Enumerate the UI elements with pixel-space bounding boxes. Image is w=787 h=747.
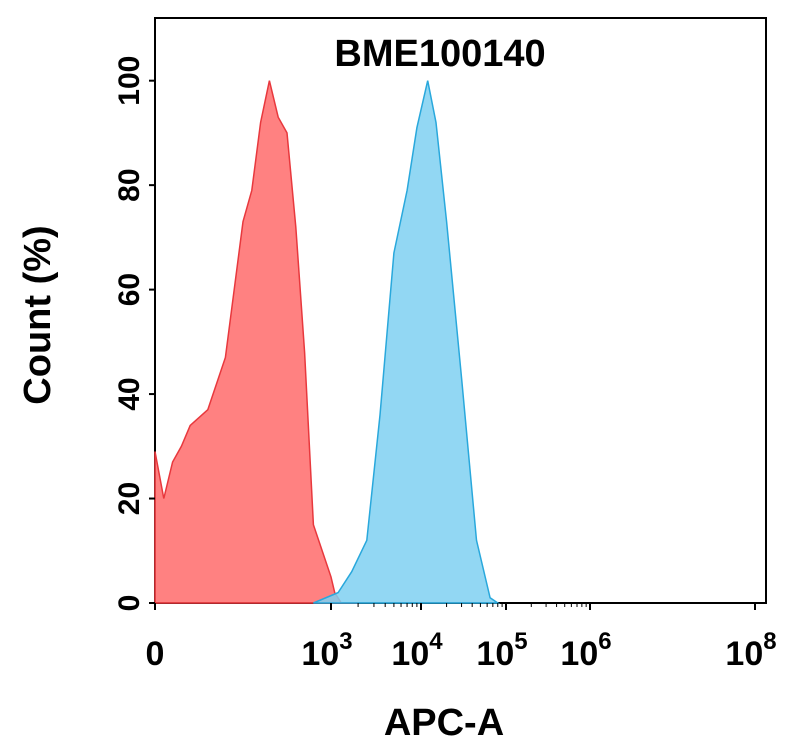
y-tick-label: 100: [113, 56, 146, 106]
y-tick-label: 0: [113, 595, 146, 612]
x-axis-ticks: 0 103 104 105 106 108: [146, 603, 777, 673]
histogram-area-1: [154, 80, 359, 604]
y-tick-label: 80: [113, 168, 146, 201]
plot-area: [154, 17, 767, 604]
x-tick-label: 108: [725, 628, 776, 673]
x-tick-label: 105: [476, 628, 527, 673]
y-tick-label: 60: [113, 273, 146, 306]
x-tick-label: 103: [301, 628, 352, 673]
y-tick-label: 20: [113, 482, 146, 515]
chart-title: BME100140: [334, 33, 545, 75]
x-axis-title: APC-A: [384, 702, 504, 744]
y-axis-ticks: 0 20 40 60 80 100: [113, 56, 155, 612]
x-tick-label: 104: [391, 628, 443, 673]
histogram-area-2: [313, 80, 501, 604]
x-tick-label: 0: [146, 635, 165, 673]
y-axis-title: Count (%): [17, 225, 59, 404]
y-tick-label: 40: [113, 377, 146, 410]
x-tick-label: 106: [560, 628, 611, 673]
